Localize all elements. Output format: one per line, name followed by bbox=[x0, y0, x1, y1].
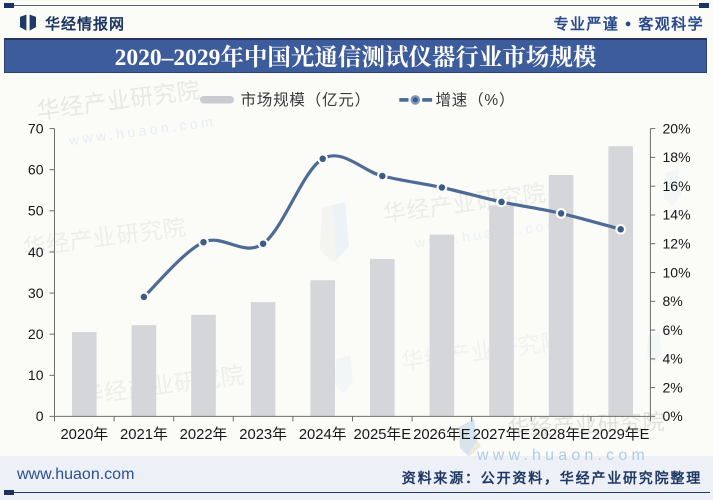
svg-text:市场规模（亿元）: 市场规模（亿元） bbox=[241, 91, 371, 109]
svg-text:8%: 8% bbox=[663, 293, 683, 309]
svg-text:2029年E: 2029年E bbox=[592, 426, 650, 443]
svg-text:2028年E: 2028年E bbox=[532, 426, 590, 443]
svg-text:30: 30 bbox=[28, 285, 44, 301]
svg-text:60: 60 bbox=[28, 162, 44, 178]
svg-text:6%: 6% bbox=[663, 322, 683, 338]
svg-text:40: 40 bbox=[28, 244, 44, 260]
svg-text:4%: 4% bbox=[663, 351, 683, 367]
svg-text:20: 20 bbox=[28, 326, 44, 342]
svg-text:12%: 12% bbox=[663, 236, 691, 252]
svg-text:20%: 20% bbox=[663, 120, 691, 136]
svg-text:2021年: 2021年 bbox=[120, 426, 168, 443]
svg-text:10%: 10% bbox=[663, 264, 691, 280]
svg-text:0%: 0% bbox=[663, 408, 683, 424]
svg-text:10: 10 bbox=[28, 367, 44, 383]
svg-text:14%: 14% bbox=[663, 207, 691, 223]
svg-text:70: 70 bbox=[28, 120, 44, 136]
svg-text:2023年: 2023年 bbox=[239, 426, 287, 443]
svg-text:2%: 2% bbox=[663, 379, 683, 395]
svg-text:2026年E: 2026年E bbox=[413, 426, 471, 443]
svg-text:16%: 16% bbox=[663, 178, 691, 194]
svg-text:2020年: 2020年 bbox=[60, 426, 108, 443]
svg-text:50: 50 bbox=[28, 203, 44, 219]
svg-text:2022年: 2022年 bbox=[180, 426, 228, 443]
svg-text:2027年E: 2027年E bbox=[473, 426, 531, 443]
svg-text:18%: 18% bbox=[663, 149, 691, 165]
svg-text:增速（%）: 增速（%） bbox=[436, 91, 516, 109]
svg-text:0: 0 bbox=[36, 408, 44, 424]
svg-text:2025年E: 2025年E bbox=[354, 426, 412, 443]
svg-text:2024年: 2024年 bbox=[299, 426, 347, 443]
